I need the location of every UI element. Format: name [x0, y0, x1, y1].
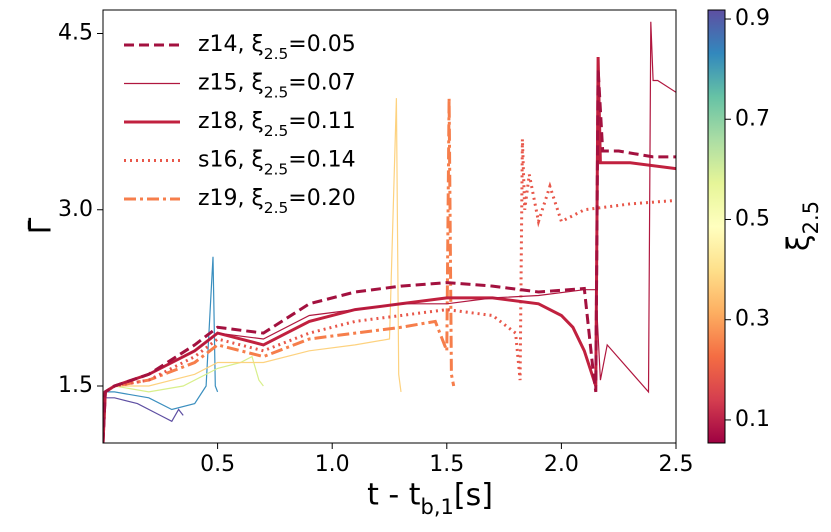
x-tick-label: 0.5 [200, 452, 235, 477]
legend-label: z15, ξ2.5=0.07 [198, 71, 356, 102]
series-line [103, 56, 676, 443]
colorbar-tick-label: 0.1 [735, 407, 770, 432]
x-tick-label: 2.5 [659, 452, 694, 477]
colorbar-tick-label: 0.5 [735, 206, 770, 231]
colorbar-tick-label: 0.9 [735, 6, 770, 31]
series-line [103, 355, 264, 443]
y-tick-label: 1.5 [58, 373, 93, 398]
colorbar-label: ξ2.5 [782, 201, 824, 251]
legend-label: z19, ξ2.5=0.20 [198, 186, 356, 217]
colorbar-tick-label: 0.3 [735, 307, 770, 332]
series-line [103, 256, 219, 443]
y-tick-label: 3.0 [58, 197, 93, 222]
colorbar-tick-label: 0.7 [735, 106, 770, 131]
series-line [103, 68, 676, 443]
x-tick-label: 1.0 [315, 452, 350, 477]
x-axis-label: t - tb,1[s] [367, 478, 493, 520]
x-tick-label: 1.5 [429, 452, 464, 477]
colorbar [707, 9, 726, 444]
legend-label: z14, ξ2.5=0.05 [198, 32, 356, 63]
plot-lines [103, 21, 676, 443]
x-tick-label: 2.0 [544, 452, 579, 477]
y-axis-label: Γ̄ [24, 217, 59, 234]
series-line [103, 21, 676, 443]
legend-label: z18, ξ2.5=0.11 [198, 109, 356, 140]
legend-label: s16, ξ2.5=0.14 [198, 148, 356, 179]
y-tick-label: 4.5 [58, 21, 93, 46]
plot-frame [102, 9, 677, 444]
series-line [103, 397, 184, 443]
series-line [103, 139, 676, 443]
